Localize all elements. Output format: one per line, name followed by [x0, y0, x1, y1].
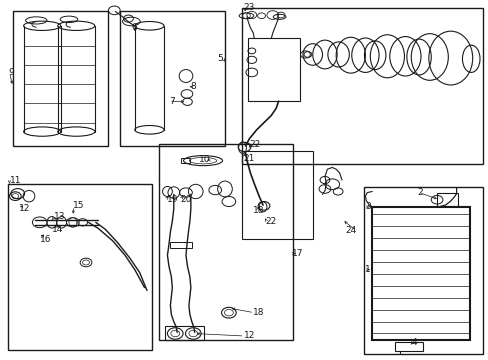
Text: 17: 17	[292, 249, 303, 258]
Text: 19: 19	[166, 194, 178, 203]
Bar	[394, 342, 422, 351]
Text: 18: 18	[253, 206, 264, 215]
Text: 14: 14	[52, 225, 63, 234]
Text: 15: 15	[73, 201, 84, 210]
Text: 4: 4	[410, 338, 416, 347]
Text: 5: 5	[216, 54, 222, 63]
Bar	[242, 8, 483, 164]
Text: 10: 10	[199, 156, 210, 165]
Bar	[170, 242, 192, 248]
Text: 22: 22	[249, 140, 260, 149]
Bar	[181, 158, 189, 163]
Text: 3: 3	[365, 202, 370, 211]
Bar	[164, 326, 203, 339]
Text: 12: 12	[19, 204, 31, 213]
Bar	[436, 193, 457, 206]
Text: 24: 24	[345, 226, 356, 235]
Bar	[120, 12, 224, 146]
Text: 2: 2	[417, 188, 422, 197]
Bar	[248, 39, 299, 101]
Bar	[242, 151, 312, 239]
Text: 20: 20	[180, 194, 191, 203]
Text: 22: 22	[265, 217, 276, 226]
Text: 21: 21	[243, 154, 254, 163]
Text: 6: 6	[131, 23, 137, 32]
Bar	[371, 207, 469, 339]
Text: 13: 13	[54, 212, 66, 221]
Text: 16: 16	[40, 235, 51, 244]
Text: 12: 12	[243, 332, 254, 341]
Bar	[8, 184, 152, 350]
Text: 9: 9	[8, 68, 14, 77]
Text: 11: 11	[9, 176, 21, 185]
Text: 8: 8	[190, 82, 196, 91]
Text: 23: 23	[243, 3, 254, 12]
Bar	[363, 187, 483, 354]
Text: 1: 1	[365, 265, 370, 274]
Text: 18: 18	[253, 308, 264, 317]
Bar	[159, 144, 293, 339]
Bar	[13, 12, 108, 146]
Text: 7: 7	[168, 96, 174, 105]
